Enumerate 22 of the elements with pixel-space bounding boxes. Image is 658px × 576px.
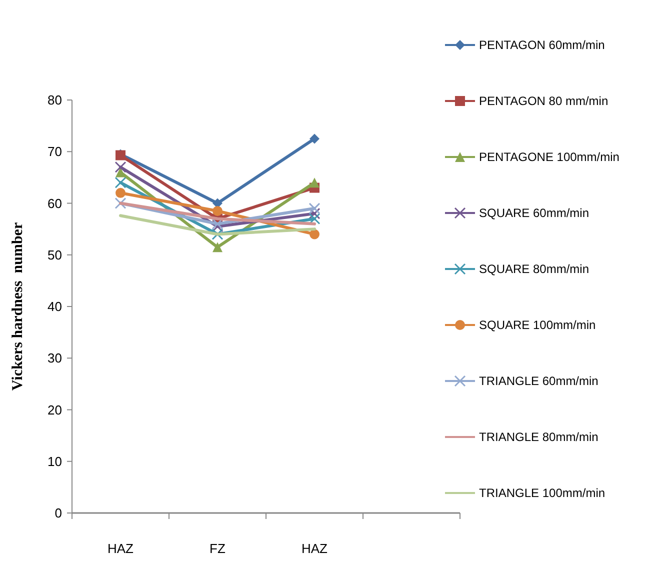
- legend-label: SQUARE 80mm/min: [479, 262, 590, 276]
- x-tick-label: HAZ: [302, 541, 328, 556]
- y-tick-label: 60: [48, 196, 62, 211]
- legend-label: SQUARE 60mm/min: [479, 206, 590, 220]
- legend-label: PENTAGON 80 mm/min: [479, 94, 608, 108]
- y-tick-label: 30: [48, 350, 62, 366]
- legend-label: PENTAGON 60mm/min: [479, 38, 605, 52]
- y-tick-label: 0: [54, 506, 62, 521]
- y-tick-label: 20: [48, 402, 62, 418]
- legend-label: SQUARE 100mm/min: [479, 318, 596, 332]
- legend-label: TRIANGLE 60mm/min: [479, 374, 598, 388]
- legend-label: PENTAGONE 100mm/min: [479, 150, 620, 164]
- y-tick-label: 50: [48, 247, 62, 262]
- x-tick-label: FZ: [210, 541, 226, 556]
- y-tick-label: 80: [48, 92, 62, 108]
- legend-label: TRIANGLE 80mm/min: [479, 430, 598, 444]
- y-axis-title: Vickers hardness number: [10, 222, 26, 391]
- y-tick-label: 10: [48, 454, 62, 469]
- legend-label: TRIANGLE 100mm/min: [479, 486, 606, 500]
- y-tick-label: 70: [48, 144, 62, 160]
- y-tick-label: 40: [48, 299, 62, 314]
- x-tick-label: HAZ: [108, 541, 134, 556]
